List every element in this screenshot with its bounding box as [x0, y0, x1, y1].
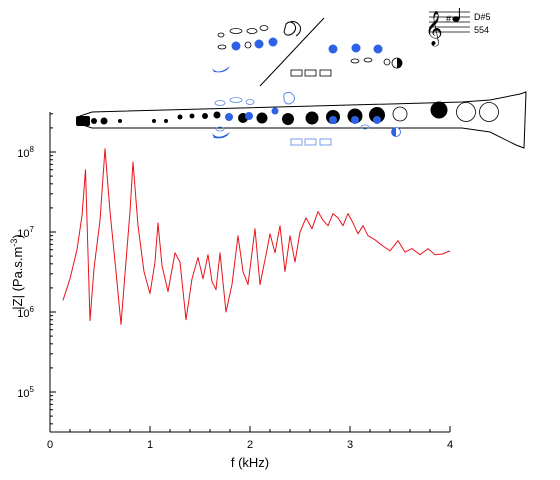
key-small-oval	[350, 58, 360, 64]
thumb-key-icon	[283, 91, 295, 105]
note-staff: 𝄞 #	[425, 8, 470, 47]
body-key-blue	[271, 107, 279, 115]
y-tick-label: 106	[17, 305, 34, 320]
open-hole	[456, 102, 476, 122]
closed-hole	[152, 119, 156, 123]
key-outline-light	[214, 100, 226, 106]
key-small-oval	[217, 44, 227, 50]
closed-hole	[177, 114, 183, 120]
register-key-icon	[212, 132, 230, 139]
key-outline-light	[360, 124, 370, 130]
closed-hole	[282, 113, 294, 125]
pinky-key	[290, 69, 303, 77]
body-key-blue	[351, 116, 359, 124]
fingering-diagram	[212, 17, 403, 87]
key-outline-light	[245, 99, 255, 105]
x-tick-label: 2	[247, 439, 253, 451]
closed-hole	[189, 113, 195, 119]
open-hole	[479, 102, 499, 122]
instrument-outline	[79, 91, 527, 149]
impedance-series	[62, 148, 451, 325]
key-small-oval	[229, 28, 243, 34]
y-tick-label: 107	[17, 225, 34, 240]
y-axis-label: |Z| (Pa.s.m-3)	[9, 234, 25, 309]
body-key-blue	[329, 116, 337, 124]
closed-hole	[100, 117, 108, 125]
key-small-oval	[363, 57, 373, 63]
key-small-oval	[217, 32, 225, 38]
closed-hole	[430, 101, 448, 119]
note-name: D#5	[474, 12, 491, 22]
open-key	[383, 58, 391, 66]
instrument-body	[76, 91, 527, 149]
x-axis-label: f (kHz)	[231, 455, 269, 470]
pinky-key	[290, 138, 303, 146]
key-outline-light	[229, 97, 243, 103]
open-hole	[392, 106, 408, 122]
pinky-key	[319, 69, 332, 77]
body-key-blue	[245, 112, 253, 120]
body-key-blue	[225, 113, 233, 121]
pinky-key	[319, 138, 332, 146]
closed-key	[328, 44, 338, 54]
half-open-key-fill	[391, 127, 396, 137]
y-axis-label-sup: -3	[9, 239, 19, 247]
pinky-key	[304, 138, 317, 146]
y-axis-label-main: |Z| (Pa.s.m	[10, 247, 25, 310]
x-tick-label: 1	[147, 439, 153, 451]
closed-hole	[213, 111, 221, 119]
closed-key	[231, 41, 241, 51]
ticks	[49, 113, 451, 432]
thumb-key-icon	[283, 21, 297, 36]
x-tick-label: 3	[347, 439, 353, 451]
closed-hole	[164, 119, 168, 123]
closed-hole	[202, 113, 208, 119]
register-key-icon	[212, 66, 230, 73]
key-outline-light	[215, 126, 225, 132]
key-small-oval	[246, 28, 258, 34]
separator-line	[259, 17, 325, 87]
closed-hole	[91, 118, 97, 124]
x-tick-label: 0	[47, 439, 53, 451]
treble-clef-icon: 𝄞	[425, 11, 443, 47]
note-frequency: 554	[474, 25, 489, 35]
closed-key	[373, 44, 383, 54]
thumb-key-icon	[289, 21, 301, 37]
note-head-icon	[452, 16, 460, 22]
y-tick-label: 108	[17, 145, 34, 160]
closed-key	[254, 39, 264, 49]
tick-labels: 0 1 2 3 4 105 106 107 108	[17, 145, 453, 451]
impedance-curve	[62, 148, 451, 325]
closed-hole	[369, 107, 385, 123]
y-tick-label: 105	[17, 385, 34, 400]
pinky-key	[304, 69, 317, 77]
half-open-key-fill	[397, 58, 402, 68]
y-axis-label-close: )	[10, 234, 25, 238]
reed-top	[76, 116, 90, 126]
sharp-icon: #	[446, 14, 451, 24]
closed-hole	[305, 111, 319, 125]
open-key	[244, 41, 252, 49]
closed-hole	[256, 112, 268, 124]
body-key-blue	[373, 116, 381, 124]
x-tick-label: 4	[447, 439, 453, 451]
key-small-oval	[259, 25, 269, 31]
closed-key	[351, 43, 361, 53]
closed-hole	[118, 119, 122, 123]
closed-key	[268, 37, 278, 47]
